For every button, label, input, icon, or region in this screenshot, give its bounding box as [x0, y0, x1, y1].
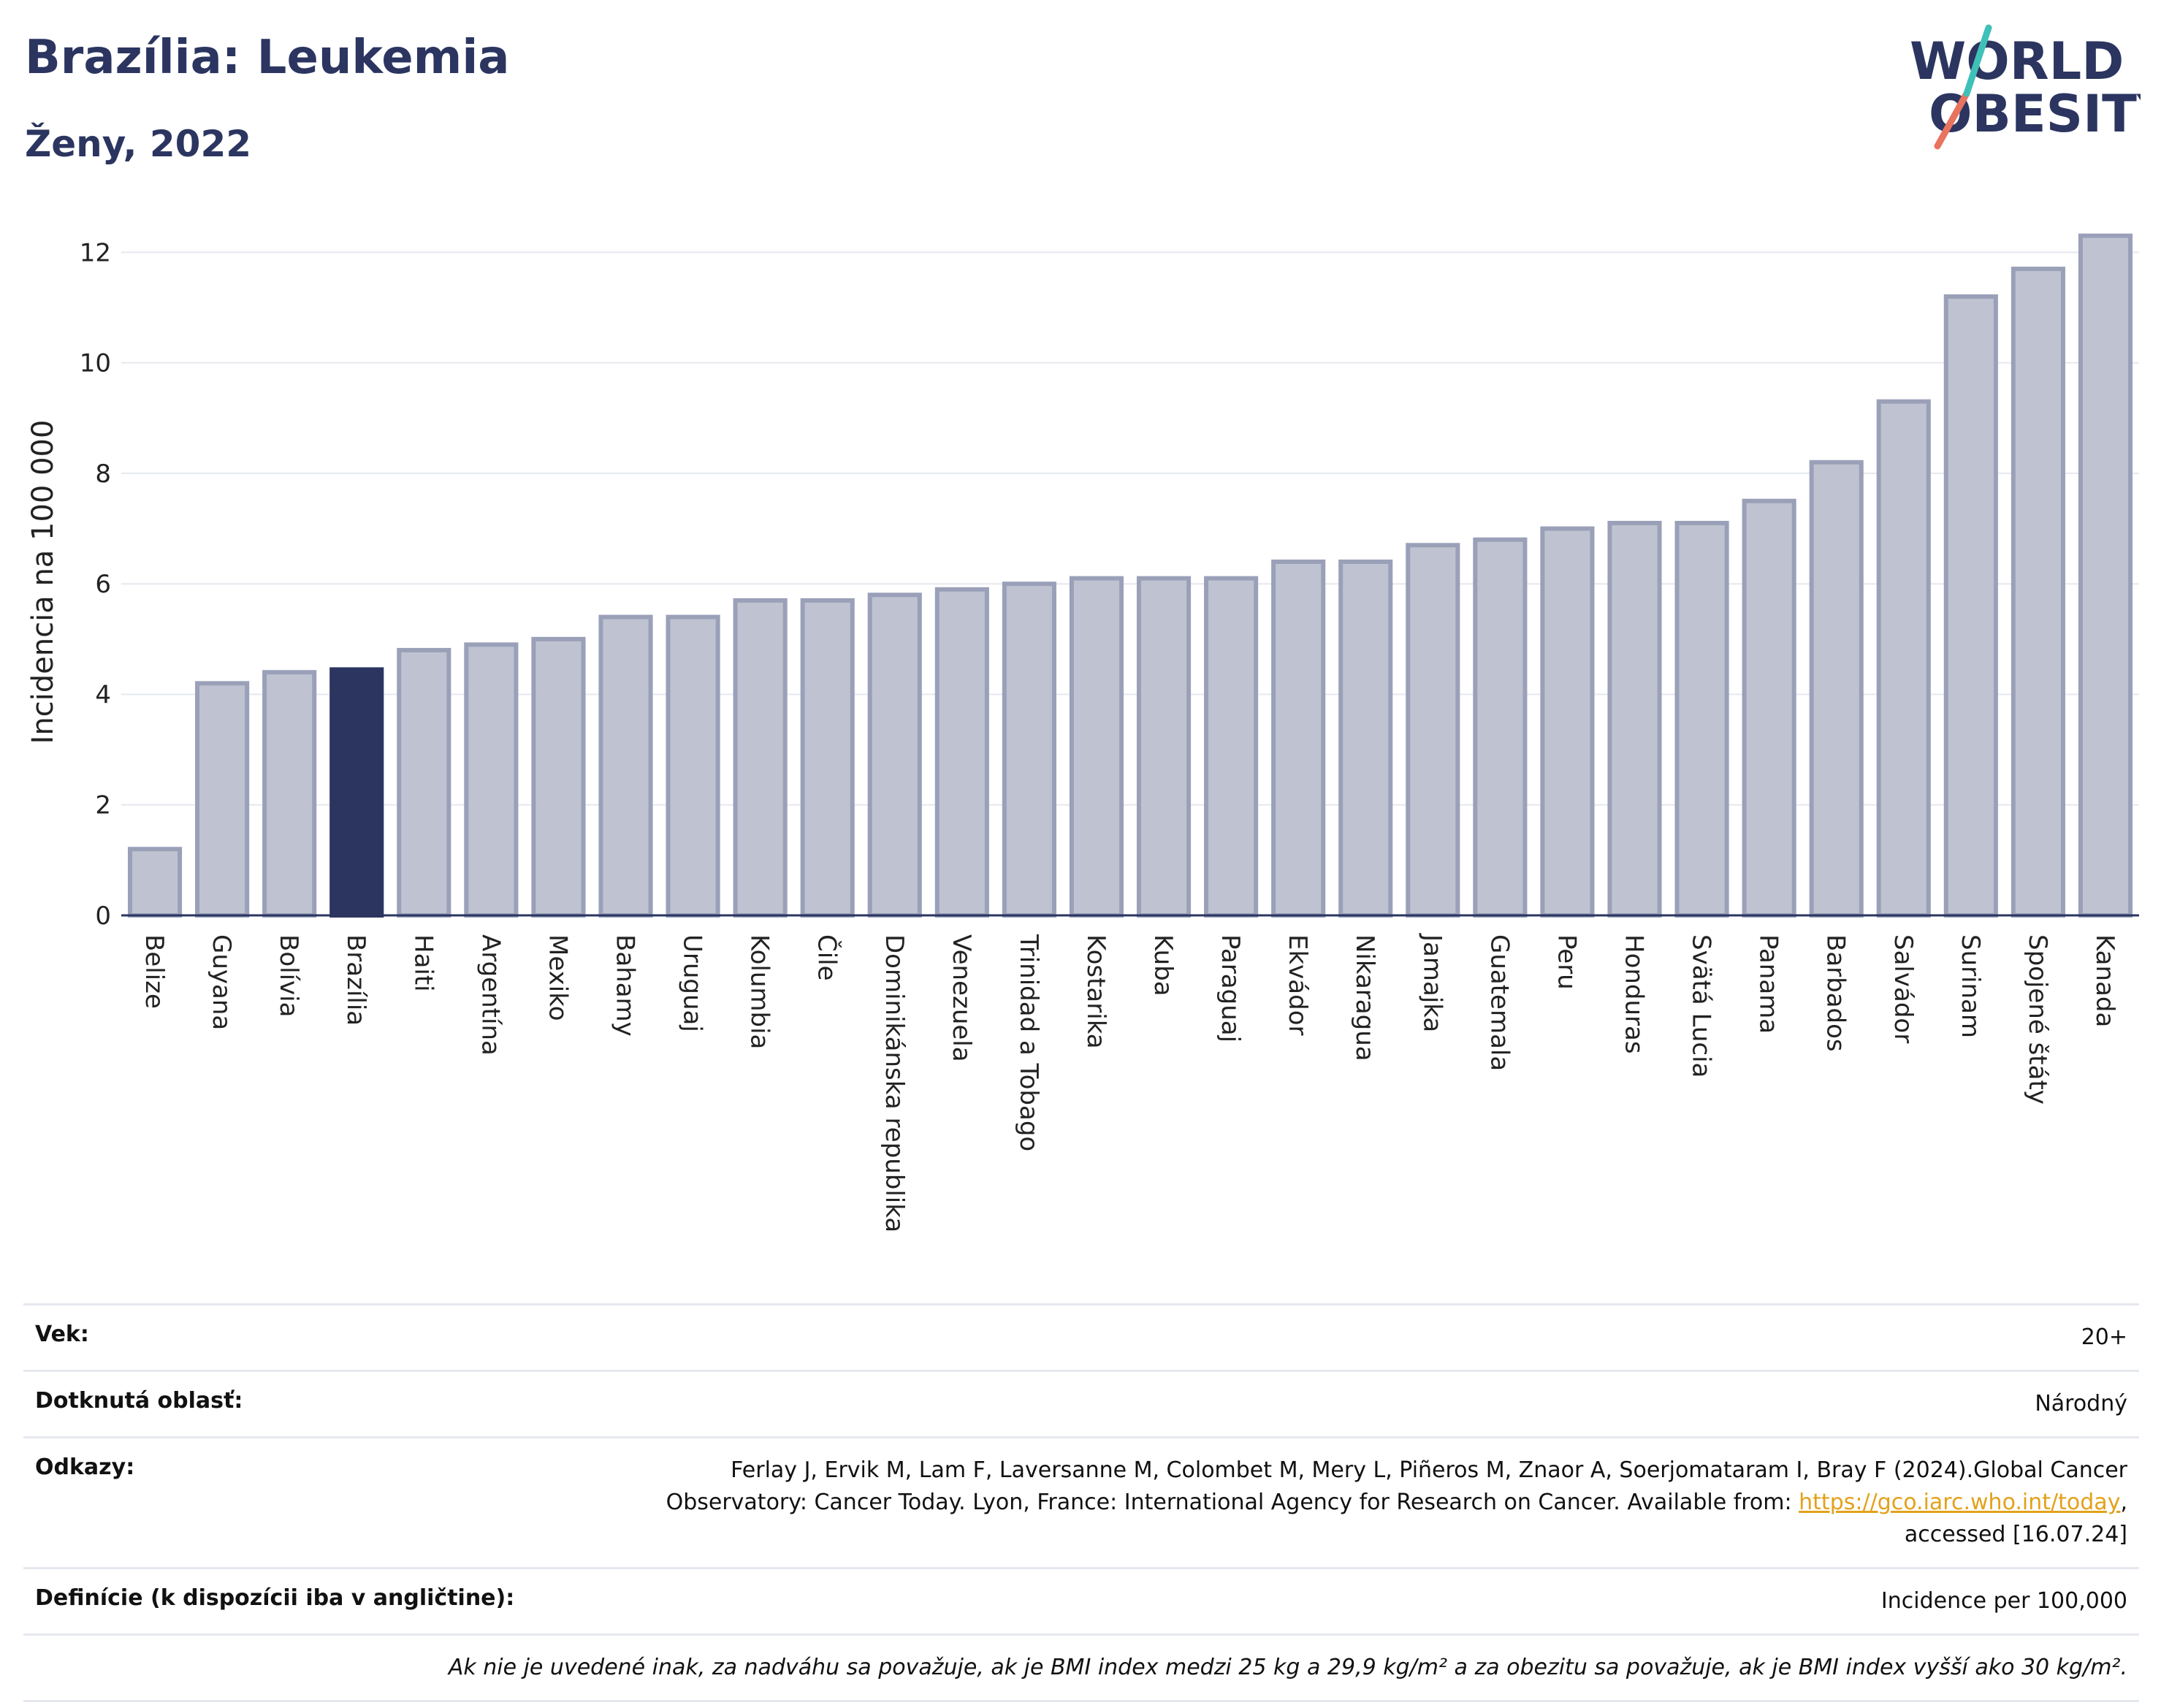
bar-9[interactable]: [733, 598, 788, 918]
bar-27[interactable]: [1943, 294, 1998, 918]
x-category-label-23: Svätá Lucia: [1687, 934, 1716, 1078]
bar-2[interactable]: [262, 670, 317, 918]
x-category-label-6: Mexiko: [543, 934, 572, 1021]
bar-10[interactable]: [800, 598, 855, 918]
bar-25[interactable]: [1809, 460, 1864, 918]
bar-7[interactable]: [598, 614, 653, 918]
info-row-age: Vek: 20+: [23, 1303, 2139, 1370]
bar-19[interactable]: [1406, 543, 1460, 918]
logo-line1: WORLD: [1910, 31, 2124, 91]
references-label: Odkazy:: [35, 1455, 135, 1480]
x-category-label-15: Kuba: [1148, 934, 1178, 996]
info-row-note: Ak nie je uvedené inak, za nadváhu sa po…: [23, 1633, 2139, 1702]
bar-15[interactable]: [1136, 576, 1192, 918]
chart-title: Brazília: Leukemia: [25, 31, 510, 85]
bar-16[interactable]: [1204, 576, 1259, 918]
bar-23[interactable]: [1674, 520, 1729, 918]
x-category-label-13: Trinidad a Tobago: [1014, 934, 1043, 1151]
y-tick-label-3: 6: [95, 570, 111, 599]
y-tick-label-0: 0: [95, 901, 111, 931]
x-category-label-9: Kolumbia: [745, 934, 774, 1049]
bar-26[interactable]: [1876, 399, 1931, 918]
info-row-area: Dotknutá oblasť: Národný: [23, 1370, 2139, 1436]
x-category-label-1: Guyana: [207, 934, 236, 1030]
references-value: Ferlay J, Ervik M, Lam F, Laversanne M, …: [593, 1455, 2127, 1551]
bars: [127, 233, 2133, 918]
x-category-label-29: Kanada: [2090, 934, 2119, 1027]
x-category-label-14: Kostarika: [1081, 934, 1110, 1049]
y-tick-label-1: 2: [95, 791, 111, 820]
x-category-label-17: Ekvádor: [1283, 934, 1312, 1036]
info-row-definitions: Definície (k dispozícii iba v angličtine…: [23, 1567, 2139, 1633]
y-tick-labels: 0 2 4 6 8 10 12: [80, 238, 111, 931]
x-category-label-21: Peru: [1552, 934, 1581, 990]
x-category-label-7: Bahamy: [611, 934, 640, 1037]
x-category-label-20: Guatemala: [1485, 934, 1514, 1071]
y-tick-label-4: 8: [95, 460, 111, 489]
x-category-label-3: Brazília: [341, 934, 370, 1026]
definitions-value: Incidence per 100,000: [1880, 1588, 2127, 1614]
bar-0[interactable]: [127, 847, 183, 918]
x-category-label-25: Barbados: [1821, 934, 1851, 1052]
world-obesity-logo: WORLD OBESITY: [1910, 24, 2141, 150]
x-category-label-12: Venezuela: [947, 934, 976, 1062]
x-category-label-16: Paraguaj: [1216, 934, 1245, 1042]
x-category-label-10: Čile: [812, 934, 842, 981]
age-label: Vek:: [35, 1322, 89, 1347]
bar-20[interactable]: [1473, 537, 1528, 918]
y-tick-label-6: 12: [80, 238, 111, 267]
x-category-label-0: Belize: [140, 934, 169, 1009]
bar-21[interactable]: [1540, 526, 1595, 918]
bar-8[interactable]: [666, 614, 720, 918]
bar-14[interactable]: [1069, 576, 1124, 918]
info-table: Vek: 20+ Dotknutá oblasť: Národný Odkazy…: [23, 1303, 2139, 1702]
bar-18[interactable]: [1338, 559, 1393, 918]
x-category-label-11: Dominikánska republika: [880, 934, 909, 1232]
bar-6[interactable]: [531, 636, 586, 918]
x-category-label-18: Nikaragua: [1350, 934, 1379, 1061]
bar-12[interactable]: [934, 587, 989, 918]
y-tick-label-2: 4: [95, 680, 111, 709]
x-category-label-8: Uruguaj: [678, 934, 707, 1032]
gridlines: [121, 251, 2139, 806]
bar-22[interactable]: [1607, 520, 1662, 918]
bar-1[interactable]: [195, 681, 250, 918]
bar-28[interactable]: [2011, 267, 2065, 918]
bar-5[interactable]: [464, 642, 519, 918]
references-link[interactable]: https://gco.iarc.who.int/today: [1799, 1490, 2121, 1515]
area-label: Dotknutá oblasť:: [35, 1388, 243, 1414]
x-category-label-5: Argentína: [476, 934, 505, 1056]
x-category-label-2: Bolívia: [274, 934, 303, 1017]
x-category-label-26: Salvádor: [1889, 934, 1918, 1043]
bar-4[interactable]: [397, 647, 451, 918]
x-category-label-28: Spojené štáty: [2023, 934, 2052, 1105]
x-category-label-19: Jamajka: [1417, 933, 1447, 1032]
bar-3[interactable]: [329, 667, 384, 918]
bar-24[interactable]: [1742, 498, 1796, 918]
age-value: 20+: [2081, 1324, 2127, 1350]
x-category-labels: Belize Guyana Bolívia Brazília Haiti Argentín…: [140, 933, 2119, 1232]
bar-chart: 0 2 4 6 8 10 12 Belize Guyana Bolívia Brazília Hai…: [26, 233, 2139, 1232]
bmi-note: Ak nie je uvedené inak, za nadváhu sa po…: [448, 1655, 2127, 1680]
bar-11[interactable]: [867, 592, 922, 918]
bar-13[interactable]: [1002, 582, 1056, 918]
chart-subtitle: Ženy, 2022: [25, 123, 252, 165]
bar-29[interactable]: [2078, 233, 2133, 918]
x-category-label-22: Honduras: [1620, 934, 1649, 1054]
x-category-label-4: Haiti: [408, 934, 438, 992]
bar-17[interactable]: [1271, 559, 1326, 918]
definitions-label: Definície (k dispozícii iba v angličtine…: [35, 1585, 515, 1611]
area-value: Národný: [2035, 1391, 2127, 1417]
x-category-label-27: Surinam: [1956, 934, 1985, 1038]
y-axis-title: Incidencia na 100 000: [26, 420, 60, 744]
references-text: Ferlay J, Ervik M, Lam F, Laversanne M, …: [666, 1457, 2127, 1515]
references-text-end: , accessed [16.07.24]: [1904, 1490, 2127, 1547]
info-row-references: Odkazy: Ferlay J, Ervik M, Lam F, Lavers…: [23, 1436, 2139, 1567]
y-tick-label-5: 10: [80, 349, 111, 378]
x-category-label-24: Panama: [1754, 934, 1783, 1034]
